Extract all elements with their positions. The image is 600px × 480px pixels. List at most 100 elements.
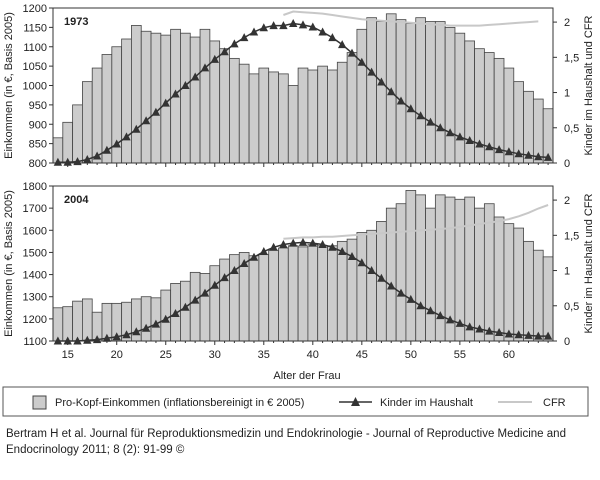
- kinder-marker: [210, 54, 219, 63]
- kinder-marker: [465, 322, 474, 331]
- income-bar: [366, 229, 377, 342]
- kinder-marker: [112, 332, 121, 341]
- income-bar: [317, 65, 328, 164]
- y-tick-label: 1150: [23, 22, 47, 34]
- income-bar: [356, 232, 368, 342]
- income-bar: [248, 73, 260, 164]
- kinder-marker: [338, 40, 347, 49]
- income-bar: [91, 67, 103, 164]
- kinder-marker: [122, 330, 131, 339]
- income-bar: [356, 28, 368, 164]
- kinder-marker: [377, 77, 386, 86]
- kinder-marker: [240, 33, 249, 42]
- income-bar: [376, 21, 387, 164]
- y2-tick-label: 0: [564, 336, 570, 348]
- kinder-marker: [396, 288, 406, 297]
- kinder-marker: [289, 238, 298, 247]
- kinder-marker: [494, 145, 504, 154]
- kinder-marker: [426, 306, 435, 315]
- kinder-marker: [269, 242, 278, 251]
- kinder-marker: [259, 23, 268, 32]
- income-bar: [131, 25, 142, 164]
- y-tick-label: 1600: [23, 225, 47, 237]
- kinder-marker: [328, 242, 337, 251]
- kinder-marker: [543, 152, 553, 161]
- income-bar: [425, 207, 436, 342]
- income-bar: [180, 32, 191, 164]
- kinder-marker: [289, 19, 298, 27]
- kinder-marker: [387, 281, 396, 290]
- income-bar: [248, 255, 260, 342]
- kinder-marker: [151, 319, 161, 328]
- kinder-marker: [416, 111, 425, 120]
- income-bar: [464, 196, 475, 342]
- income-bar: [415, 17, 426, 164]
- kinder-marker: [445, 128, 455, 137]
- y2-tick-label: 2: [564, 17, 570, 29]
- kinder-marker: [338, 247, 347, 255]
- income-bar: [523, 240, 534, 342]
- income-bar: [278, 247, 289, 342]
- y-tick-label: 800: [29, 158, 47, 170]
- cfr-line: [283, 204, 549, 240]
- income-bar: [395, 203, 407, 342]
- kinder-marker: [191, 295, 200, 304]
- kinder-marker: [259, 247, 268, 255]
- kinder-marker: [406, 294, 415, 303]
- legend: Pro-Kopf-Einkommen (inflationsbereinigt …: [2, 386, 589, 417]
- legend-triangle-marker: [351, 397, 360, 406]
- x-axis-tick-labels: 15 20 25 30 35 40 45 50 55 60: [62, 349, 515, 361]
- x-tick-label: 20: [111, 349, 123, 361]
- income-bar: [140, 296, 152, 342]
- y-tick-label: 850: [29, 139, 47, 151]
- kinder-marker: [298, 237, 308, 246]
- y-tick-label: 1100: [23, 336, 47, 348]
- kinder-marker: [308, 238, 317, 247]
- income-bar: [199, 28, 211, 164]
- kinder-marker: [141, 116, 151, 125]
- kinder-marker: [534, 331, 543, 340]
- y2-tick-label: 2: [564, 195, 570, 207]
- income-bar: [150, 32, 162, 164]
- kinder-marker: [347, 48, 357, 57]
- kinder-marker: [230, 266, 239, 274]
- income-bar: [268, 249, 279, 342]
- x-tick-label: 55: [454, 349, 466, 361]
- income-bar: [474, 207, 485, 342]
- kinder-marker: [436, 123, 445, 132]
- panel-2004: 1100 1200 1300 1400 1500 1600 1700 1800 0 0,5 1 1,5…: [3, 181, 595, 348]
- kinder-marker: [132, 327, 141, 336]
- income-bar: [199, 273, 211, 342]
- kinder-marker: [485, 326, 494, 335]
- income-bar: [513, 227, 524, 342]
- income-bar: [327, 245, 338, 342]
- kinder-marker: [504, 147, 514, 156]
- kinder-marker: [377, 273, 386, 282]
- kinder-marker: [504, 329, 514, 338]
- income-bar: [307, 244, 319, 342]
- income-bar: [346, 52, 358, 164]
- y-tick-label: 1100: [23, 42, 47, 54]
- kinder-marker: [308, 22, 317, 31]
- income-bar: [189, 36, 201, 164]
- income-bar: [52, 307, 64, 342]
- kinder-marker: [445, 315, 455, 324]
- income-bar: [336, 61, 348, 164]
- y-tick-label: 900: [29, 119, 47, 131]
- income-bar: [62, 121, 73, 164]
- y2-axis-label: Kinder im Haushalt und CFR: [583, 15, 595, 155]
- income-bar: [434, 21, 446, 164]
- income-bar: [268, 71, 279, 164]
- kinder-marker: [279, 21, 288, 30]
- income-bar: [229, 57, 240, 164]
- y-tick-label: 1300: [23, 292, 47, 304]
- kinder-marker: [543, 331, 553, 340]
- kinder-marker: [494, 328, 504, 336]
- kinder-marker: [357, 258, 366, 267]
- x-tick-label: 60: [503, 349, 515, 361]
- kinder-marker: [181, 302, 190, 311]
- y2-tick-label: 0,5: [564, 123, 579, 135]
- income-bar: [415, 194, 426, 342]
- kinder-marker: [161, 98, 170, 107]
- y-tick-label: 1800: [23, 181, 47, 193]
